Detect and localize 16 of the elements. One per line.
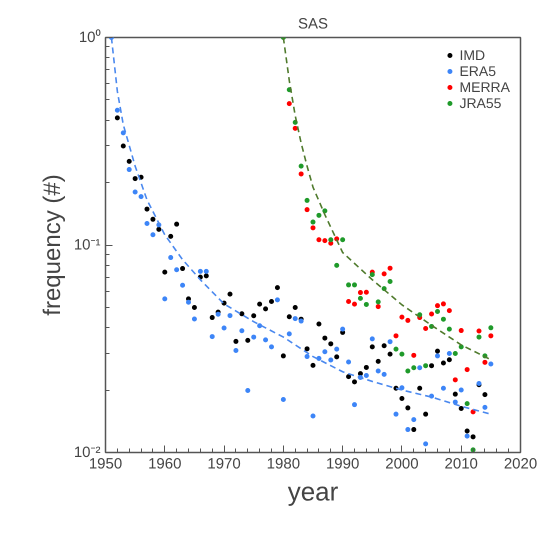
legend-label: ERA5 [459,63,496,79]
x-tick-label: 2020 [504,456,538,472]
x-tick-label: 1960 [148,456,182,472]
chart-title: SAS [298,16,328,32]
x-tick-label: 2000 [385,456,419,472]
legend-label: JRA55 [459,95,502,111]
x-axis-title: year [288,476,339,506]
y-tick-label: 10⁻¹ [74,236,101,254]
y-tick-label: 10⁰ [78,29,101,46]
x-tick-label: 1990 [326,456,360,472]
x-tick-label: 1970 [207,456,241,472]
legend-label: IMD [459,47,486,63]
legend-label: MERRA [459,79,510,95]
x-tick-label: 2010 [444,456,478,472]
y-axis-title: frequency (#) [38,174,66,316]
x-tick-label: 1980 [266,456,300,472]
